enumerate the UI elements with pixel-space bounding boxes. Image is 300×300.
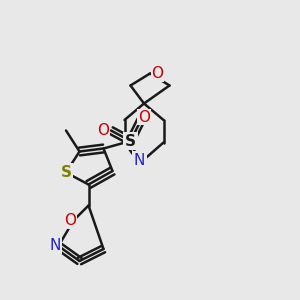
Text: O: O — [152, 66, 164, 81]
Text: S: S — [61, 165, 71, 180]
Text: N: N — [50, 238, 61, 253]
Text: O: O — [138, 110, 150, 124]
Text: O: O — [64, 213, 76, 228]
Text: O: O — [98, 123, 110, 138]
Text: S: S — [125, 134, 136, 148]
Text: N: N — [134, 153, 145, 168]
